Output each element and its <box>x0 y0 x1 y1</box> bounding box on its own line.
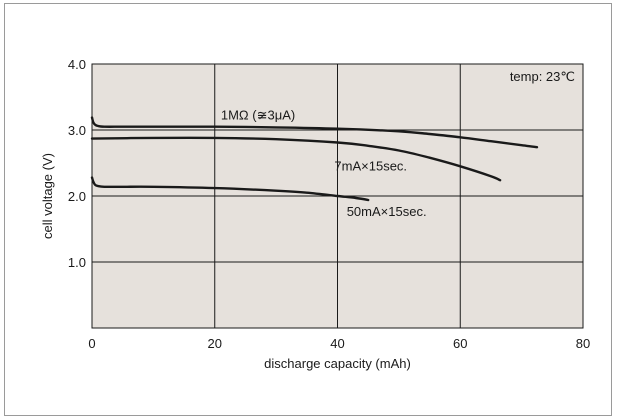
y-tick-label: 3.0 <box>68 123 86 138</box>
series-line-3 <box>90 176 370 202</box>
y-tick-label: 1.0 <box>68 255 86 270</box>
x-tick-labels: 0 20 40 60 80 <box>88 336 590 351</box>
x-tick-label: 60 <box>453 336 467 351</box>
series-labels: 1MΩ (≆3μA) 7mA×15sec. 50mA×15sec. <box>221 107 427 218</box>
series-line-1 <box>90 116 539 149</box>
temperature-annotation: temp: 23℃ <box>510 69 575 84</box>
y-axis-label: cell voltage (V) <box>40 153 55 239</box>
y-tick-labels: 1.0 2.0 3.0 4.0 <box>68 57 86 270</box>
series-line-2 <box>90 136 502 182</box>
x-tick-label: 80 <box>576 336 590 351</box>
x-tick-label: 0 <box>88 336 95 351</box>
y-tick-label: 4.0 <box>68 57 86 72</box>
series-lines <box>90 116 539 202</box>
y-tick-label: 2.0 <box>68 189 86 204</box>
series-label-2: 7mA×15sec. <box>334 158 407 173</box>
x-tick-label: 20 <box>208 336 222 351</box>
plot-border <box>91 63 584 329</box>
x-tick-label: 40 <box>330 336 344 351</box>
series-label-1: 1MΩ (≆3μA) <box>221 107 295 122</box>
x-axis-label: discharge capacity (mAh) <box>264 356 411 371</box>
series-label-3: 50mA×15sec. <box>347 204 427 219</box>
